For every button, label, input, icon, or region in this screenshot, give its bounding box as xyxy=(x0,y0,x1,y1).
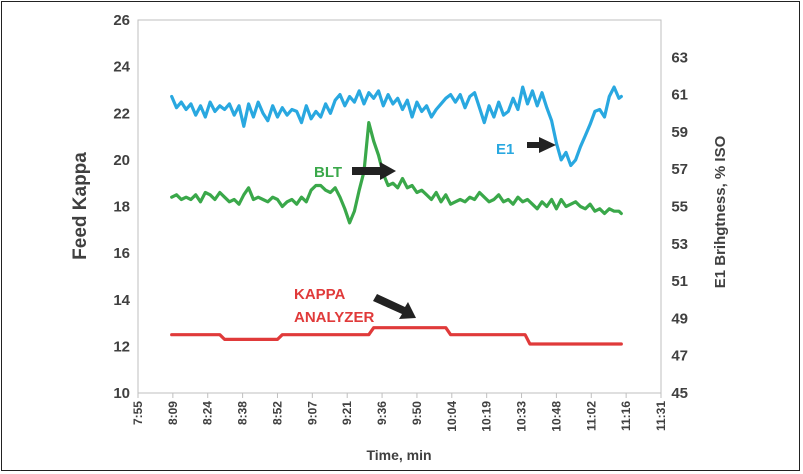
y-tick-label: 18 xyxy=(113,199,130,216)
annotation-e1-arrow xyxy=(527,137,556,153)
y2-tick-label: 57 xyxy=(671,161,688,178)
y-tick-label: 10 xyxy=(113,385,130,402)
series-group xyxy=(170,85,623,346)
x-tick-label: 8:52 xyxy=(270,401,284,425)
x-tick-label: 10:19 xyxy=(480,401,494,432)
x-tick-label: 11:31 xyxy=(654,401,668,431)
x-tick-label: 8:38 xyxy=(236,401,250,425)
x-tick-label: 8:24 xyxy=(201,401,215,425)
y-tick-label: 16 xyxy=(113,245,130,262)
y-tick-label: 20 xyxy=(113,152,130,169)
plot-area xyxy=(137,19,662,394)
y2-tick-label: 49 xyxy=(671,310,688,327)
y-axis-right-ticks: 45 47 49 51 53 55 57 59 61 63 xyxy=(671,49,688,402)
y2-tick-label: 59 xyxy=(671,124,688,141)
y-tick-label: 26 xyxy=(113,12,130,29)
x-tick-label: 9:50 xyxy=(410,401,424,425)
annotation-blt-label: BLT xyxy=(314,164,342,181)
series-line-e1 xyxy=(170,85,623,168)
y2-axis-title: E1 Brihgtness, % ISO xyxy=(712,135,729,288)
y2-tick-label: 63 xyxy=(671,49,688,66)
x-tick-label: 10:04 xyxy=(445,401,459,432)
y2-tick-label: 51 xyxy=(671,273,688,290)
x-tick-label: 10:33 xyxy=(515,401,529,432)
y-axis-title: Feed Kappa xyxy=(70,152,91,260)
y-tick-label: 14 xyxy=(113,292,130,309)
x-tick-label: 9:07 xyxy=(305,401,319,425)
annotation-blt-arrow xyxy=(352,162,396,180)
annotation-e1-label: E1 xyxy=(496,141,514,158)
annotation-kappa-arrow xyxy=(373,294,416,319)
y-axis-left-ticks: 10 12 14 16 18 20 22 24 26 xyxy=(113,12,130,402)
x-tick-label: 8:09 xyxy=(166,401,180,425)
series-line-kappa-analyzer xyxy=(170,326,623,346)
annotation-kappa-label: KAPPA xyxy=(294,286,346,303)
x-tick-label: 9:36 xyxy=(375,401,389,425)
x-axis-title: Time, min xyxy=(366,447,431,463)
series-line-blt xyxy=(170,121,623,225)
annotation-analyzer-label: ANALYZER xyxy=(294,309,374,326)
y2-tick-label: 45 xyxy=(671,385,688,402)
x-tick-label: 10:48 xyxy=(549,401,563,432)
y-tick-label: 24 xyxy=(113,59,130,76)
y-tick-label: 12 xyxy=(113,338,130,355)
y2-tick-label: 53 xyxy=(671,236,688,253)
x-axis-ticks: 7:55 8:09 8:24 8:38 8:52 9:07 9:21 9:36 9:50 10:0… xyxy=(131,393,668,432)
x-tick-label: 11:16 xyxy=(619,401,633,431)
y2-tick-label: 61 xyxy=(671,87,688,104)
x-tick-label: 7:55 xyxy=(131,401,145,425)
y-tick-label: 22 xyxy=(113,105,130,122)
y2-tick-label: 47 xyxy=(671,348,688,365)
x-tick-label: 11:02 xyxy=(584,401,598,431)
x-tick-label: 9:21 xyxy=(340,401,354,425)
y2-tick-label: 55 xyxy=(671,199,688,216)
